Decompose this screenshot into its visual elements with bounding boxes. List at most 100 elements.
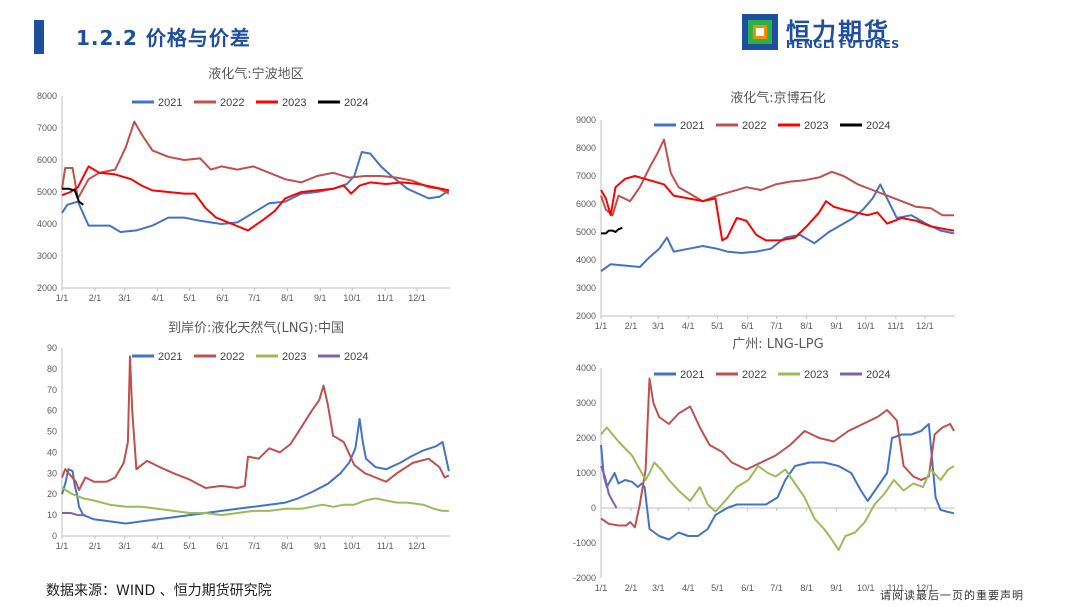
x-tick-label: 2/1 [625,321,638,331]
y-tick-label: 90 [47,343,57,353]
series-line-2022 [600,377,955,529]
x-tick-label: 10/1 [857,583,875,593]
y-tick-label: 7000 [576,171,596,181]
x-tick-label: 5/1 [711,583,724,593]
series-line-2021 [600,183,955,273]
x-tick-label: 6/1 [741,583,754,593]
y-tick-label: 8000 [37,91,57,101]
data-source-note: 数据来源：WIND 、恒力期货研究院 [46,583,272,599]
x-tick-label: 7/1 [770,321,783,331]
legend-label: 2021 [680,120,704,132]
chart-svg: 广州: LNG-LPG -2000 -1000 0 1000 2000 3000 4000 1/… [573,337,955,593]
chart-title: 到岸价:液化天然气(LNG):中国 [168,320,344,336]
y-tick-label: 0 [591,503,596,513]
series-line-2022 [61,120,450,200]
y-tick-label: 2000 [576,433,596,443]
series-line-2024 [600,465,618,509]
x-tick-label: 3/1 [118,541,131,551]
x-tick-label: 9/1 [830,321,843,331]
series-line-2023 [600,426,955,551]
chart-title: 液化气:京博石化 [730,90,825,106]
y-tick-label: 8000 [576,143,596,153]
y-tick-label: 0 [52,531,57,541]
disclaimer-note: 请阅读最后一页的重要声明 [880,589,1024,602]
x-tick-label: 9/1 [314,293,327,303]
x-tick-label: 8/1 [800,583,813,593]
x-tick-label: 3/1 [652,321,665,331]
x-tick-label: 1/1 [595,583,608,593]
chart-guangzhou-lng-lpg: 广州: LNG-LPG -2000 -1000 0 1000 2000 3000 4000 1/… [555,337,965,593]
legend-label: 2023 [282,97,306,109]
x-tick-label: 8/1 [281,293,294,303]
logo-chinese-text: 恒力期货 [786,18,890,46]
series-line-2024 [62,187,84,206]
x-tick-label: 10/1 [857,321,875,331]
legend-label: 2021 [158,97,182,109]
x-tick-label: 5/1 [183,293,196,303]
x-tick-label: 12/1 [408,293,426,303]
y-tick-label: 5000 [37,187,57,197]
y-tick-label: 3000 [576,283,596,293]
x-tick-label: 4/1 [682,321,695,331]
x-tick-label: 3/1 [118,293,131,303]
chart-title: 液化气:宁波地区 [208,66,303,82]
legend-label: 2022 [742,369,766,381]
y-tick-label: 50 [47,427,57,437]
series-line-2024 [601,226,623,235]
chart-svg: 液化气:京博石化 2000 3000 4000 5000 6000 7000 8000 9000… [576,90,955,331]
x-tick-label: 10/1 [343,293,361,303]
legend-label: 2023 [804,369,828,381]
x-tick-label: 11/1 [377,541,394,551]
x-tick-label: 9/1 [314,541,327,551]
series-line-2023 [600,175,955,242]
series-line-2021 [61,418,450,525]
y-tick-label: 3000 [37,251,57,261]
x-tick-label: 12/1 [408,541,426,551]
y-tick-label: 6000 [37,155,57,165]
chart-ningbo-lpg: 液化气:宁波地区 2000 3000 4000 5000 6000 7000 8000 1/1 2… [20,62,460,312]
y-tick-label: 4000 [576,363,596,373]
legend-label: 2021 [680,369,704,381]
y-tick-label: 30 [47,468,57,478]
x-tick-label: 7/1 [248,293,261,303]
legend-label: 2022 [742,120,766,132]
x-tick-label: 6/1 [216,541,229,551]
y-tick-label: 10 [47,510,57,520]
legend-label: 2024 [344,97,368,109]
x-tick-label: 4/1 [151,293,164,303]
x-tick-label: 12/1 [916,321,934,331]
y-tick-label: 3000 [576,398,596,408]
legend-label: 2024 [866,120,890,132]
x-tick-label: 2/1 [625,583,638,593]
legend-label: 2022 [220,351,244,363]
x-tick-label: 1/1 [56,293,69,303]
y-tick-label: 70 [47,385,57,395]
y-tick-label: 80 [47,364,57,374]
y-tick-label: 60 [47,406,57,416]
company-logo: 恒力期货 HENGLI FUTURES [742,12,912,52]
chart-jingbo-lpg: 液化气:京博石化 2000 3000 4000 5000 6000 7000 8000 9000… [555,86,965,336]
chart-svg: 液化气:宁波地区 2000 3000 4000 5000 6000 7000 8000 1/1 2… [37,66,450,303]
x-tick-label: 4/1 [151,541,164,551]
chart-lng-cif-china: 到岸价:液化天然气(LNG):中国 0 10 20 30 40 50 60 70 80 90 1/1 2… [20,318,460,556]
y-tick-label: -2000 [573,573,596,583]
x-tick-label: 2/1 [89,541,102,551]
title-accent-bar [34,20,44,54]
x-tick-label: 5/1 [183,541,196,551]
legend-label: 2023 [282,351,306,363]
page-title: 1.2.2 价格与价差 [76,26,251,50]
x-tick-label: 10/1 [343,541,361,551]
x-tick-label: 11/1 [887,583,904,593]
series-line-2023 [61,487,449,517]
y-tick-label: 9000 [576,115,596,125]
series-line-2022 [600,138,954,217]
x-tick-label: 9/1 [830,583,843,593]
legend-label: 2024 [344,351,368,363]
x-tick-label: 5/1 [711,321,724,331]
y-tick-label: 7000 [37,123,57,133]
x-tick-label: 11/1 [377,293,394,303]
series-line-2021 [61,151,450,233]
y-tick-label: 2000 [37,283,57,293]
y-tick-label: 6000 [576,199,596,209]
series-line-2021 [600,423,955,541]
